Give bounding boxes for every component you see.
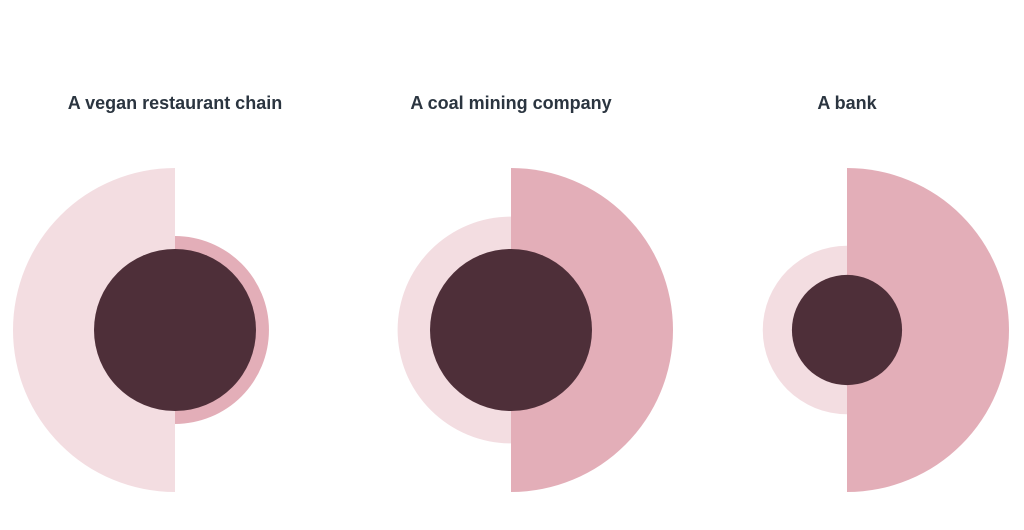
center-circle-coal [430, 249, 592, 411]
center-circle-bank [791, 274, 903, 386]
chart-title-coal: A coal mining company [410, 93, 612, 113]
chart-title-vegan: A vegan restaurant chain [67, 93, 283, 113]
center-circle-vegan [94, 249, 256, 411]
right-half-bank [847, 168, 1009, 492]
chart-title-bank: A bank [817, 93, 877, 113]
